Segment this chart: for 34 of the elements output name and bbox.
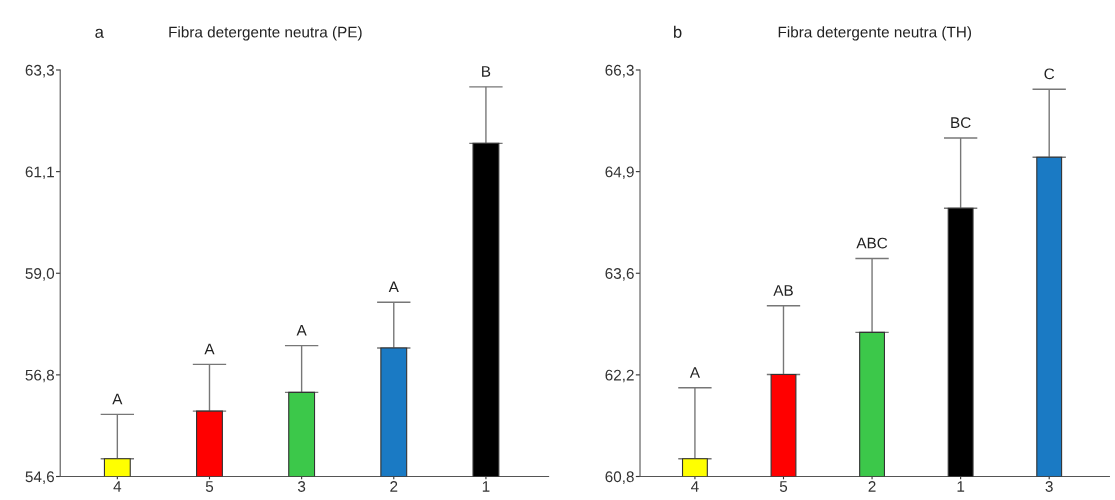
x-tick-label: 4	[113, 481, 122, 492]
annotation: BC	[951, 117, 971, 129]
annotation: A	[112, 393, 123, 405]
annotation: ABC	[856, 237, 888, 249]
y-tick-label: 60,8	[605, 471, 634, 484]
annotation: A	[689, 367, 700, 378]
x-tick-label: 4	[691, 481, 699, 492]
annotation: AB	[773, 285, 793, 296]
annotation: A	[204, 343, 215, 355]
x-tick-label: 3	[1045, 481, 1053, 492]
y-tick-label: 66,3	[605, 64, 634, 78]
text: b	[674, 25, 682, 38]
annotation: A	[296, 325, 307, 336]
text: a	[95, 28, 104, 38]
y-tick-label: 59,0	[25, 268, 55, 281]
y-tick-label: 54,6	[25, 471, 54, 484]
annotation: C	[1044, 68, 1055, 80]
y-tick-label: 63,3	[25, 64, 54, 78]
annotation: B	[482, 66, 491, 77]
x-tick-label: 3	[297, 481, 306, 492]
chart-title: Fibra detergente neutra (TH)	[778, 26, 972, 41]
chart-title: Fibra detergente neutra (PE)	[169, 26, 362, 41]
x-tick-label: 2	[390, 481, 398, 492]
y-tick-label: 56,8	[25, 369, 54, 383]
x-tick-label: 2	[868, 481, 876, 492]
x-tick-label: 1	[957, 481, 965, 492]
y-tick-label: 61,1	[25, 166, 54, 180]
x-tick-label: 5	[205, 481, 214, 492]
x-tick-label: 1	[482, 481, 490, 492]
y-tick-label: 63,6	[605, 268, 634, 281]
y-tick-label: 64,9	[605, 166, 634, 180]
y-tick-label: 62,2	[605, 369, 634, 383]
annotation: A	[388, 281, 399, 293]
x-tick-label: 5	[779, 481, 788, 492]
